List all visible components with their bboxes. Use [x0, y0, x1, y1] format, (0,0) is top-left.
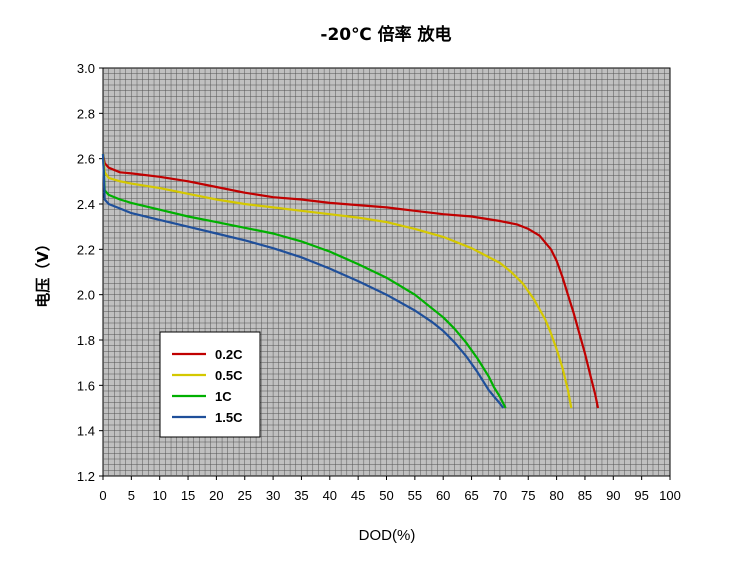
x-axis-ticks: 0 5 10 15 20 25 30 35 40 45 50 55 60 65 70 75 80 85 90 95 10…	[99, 476, 681, 503]
y-tick-label: 3.0	[77, 61, 95, 76]
series-line-1.5C	[101, 154, 505, 409]
x-tick-label: 95	[634, 488, 648, 503]
legend: 0.2C 0.5C 1C 1.5C	[159, 331, 261, 438]
series-line-1C	[101, 154, 507, 409]
y-tick-label: 2.2	[77, 242, 95, 257]
x-tick-label: 40	[323, 488, 337, 503]
x-tick-label: 90	[606, 488, 620, 503]
x-tick-label: 100	[659, 488, 681, 503]
y-tick-label: 1.8	[77, 333, 95, 348]
legend-label-0.5C: 0.5C	[215, 368, 243, 383]
x-tick-label: 75	[521, 488, 535, 503]
legend-label-1.5C: 1.5C	[215, 410, 243, 425]
chart-title: -20℃ 倍率 放电	[320, 24, 451, 45]
y-axis-title: 电压（V）	[34, 236, 52, 308]
x-tick-label: 15	[181, 488, 195, 503]
x-tick-label: 65	[464, 488, 478, 503]
x-tick-label: 20	[209, 488, 223, 503]
y-tick-label: 2.6	[77, 152, 95, 167]
x-tick-label: 0	[99, 488, 106, 503]
y-tick-label: 1.2	[77, 469, 95, 484]
y-tick-label: 2.0	[77, 288, 95, 303]
x-axis-title: DOD(%)	[359, 527, 416, 544]
x-tick-label: 55	[408, 488, 422, 503]
x-tick-label: 25	[238, 488, 252, 503]
x-tick-label: 60	[436, 488, 450, 503]
x-tick-label: 70	[493, 488, 507, 503]
y-tick-label: 1.6	[77, 378, 95, 393]
y-tick-label: 2.4	[77, 197, 95, 212]
y-tick-label: 1.4	[77, 424, 95, 439]
x-tick-label: 10	[152, 488, 166, 503]
grid	[103, 68, 670, 476]
y-axis-ticks: 1.2 1.4 1.6 1.8 2.0 2.2 2.4 2.6 2.8 3.0	[77, 61, 103, 484]
legend-box	[159, 331, 261, 438]
x-tick-label: 5	[128, 488, 135, 503]
x-tick-label: 50	[379, 488, 393, 503]
x-tick-label: 80	[549, 488, 563, 503]
x-tick-label: 30	[266, 488, 280, 503]
x-tick-label: 85	[578, 488, 592, 503]
series-line-0.5C	[101, 153, 573, 409]
y-tick-label: 2.8	[77, 106, 95, 121]
x-tick-label: 45	[351, 488, 365, 503]
x-tick-label: 35	[294, 488, 308, 503]
legend-label-0.2C: 0.2C	[215, 347, 243, 362]
legend-label-1C: 1C	[215, 389, 232, 404]
series-line-0.2C	[101, 153, 600, 409]
series-lines	[101, 153, 600, 409]
